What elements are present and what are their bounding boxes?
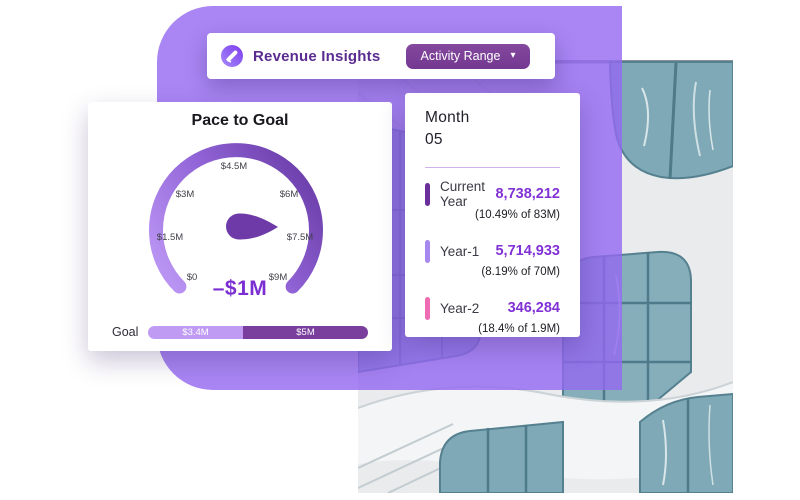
app-title: Revenue Insights xyxy=(253,47,381,65)
legend-color-bar xyxy=(425,239,430,263)
legend-label: Current Year xyxy=(440,179,486,209)
goal-label: Goal xyxy=(112,325,139,339)
gauge-tick-5: $7.5M xyxy=(287,232,313,243)
header-bar: Revenue Insights Activity Range ▾ xyxy=(207,33,555,79)
gauge-card-title: Pace to Goal xyxy=(191,112,289,129)
gauge-logo-icon xyxy=(221,45,243,67)
gauge-tick-3: $4.5M xyxy=(221,161,247,172)
legend-row-year-1: Year-1 5,714,933 xyxy=(425,239,560,263)
month-card-title: Month xyxy=(425,109,470,126)
gauge-needle xyxy=(226,213,278,240)
legend-value: 5,714,933 xyxy=(495,243,560,259)
legend-subtext: (8.19% of 70M) xyxy=(481,266,560,278)
legend-value: 8,738,212 xyxy=(495,186,560,202)
legend-row-year-2: Year-2 346,284 xyxy=(425,296,560,320)
goal-segment-current: $3.4M xyxy=(148,325,244,339)
legend-color-bar xyxy=(425,296,430,320)
legend-color-bar xyxy=(425,182,430,206)
legend-subtext: (18.4% of 1.9M) xyxy=(478,323,560,335)
divider xyxy=(425,167,560,168)
gauge-tick-0: $0 xyxy=(187,272,198,283)
month-card-number: 05 xyxy=(425,131,443,148)
gauge-tick-1: $1.5M xyxy=(157,232,183,243)
caret-down-icon: ▾ xyxy=(510,50,516,61)
pace-to-goal-card: Pace to Goal $0 $1.5M $3M $4.5M $6M $7.5… xyxy=(88,102,392,351)
gauge-tick-2: $3M xyxy=(176,189,195,200)
gauge-arc xyxy=(149,143,323,294)
gauge-tick-6: $9M xyxy=(269,272,288,283)
legend-row-current-year: Current Year 8,738,212 xyxy=(425,179,560,209)
activity-range-label: Activity Range xyxy=(420,49,501,63)
legend-subtext: (10.49% of 83M) xyxy=(474,209,560,221)
goal-progress-bar: $3.4M $5M xyxy=(148,325,368,339)
legend-label: Year-2 xyxy=(440,300,480,316)
goal-segment-target: $5M xyxy=(243,325,368,339)
legend-value: 346,284 xyxy=(507,300,560,316)
legend-label: Year-1 xyxy=(440,243,480,259)
gauge-tick-4: $6M xyxy=(280,189,299,200)
goal-row: Goal $3.4M $5M xyxy=(112,325,368,339)
activity-range-button[interactable]: Activity Range ▾ xyxy=(406,43,530,69)
month-summary-card: Month 05 Current Year 8,738,212 (10.49% … xyxy=(405,93,580,337)
gauge-chart: $0 $1.5M $3M $4.5M $6M $7.5M $9M xyxy=(149,143,323,294)
pace-value: –$1M xyxy=(212,277,268,300)
